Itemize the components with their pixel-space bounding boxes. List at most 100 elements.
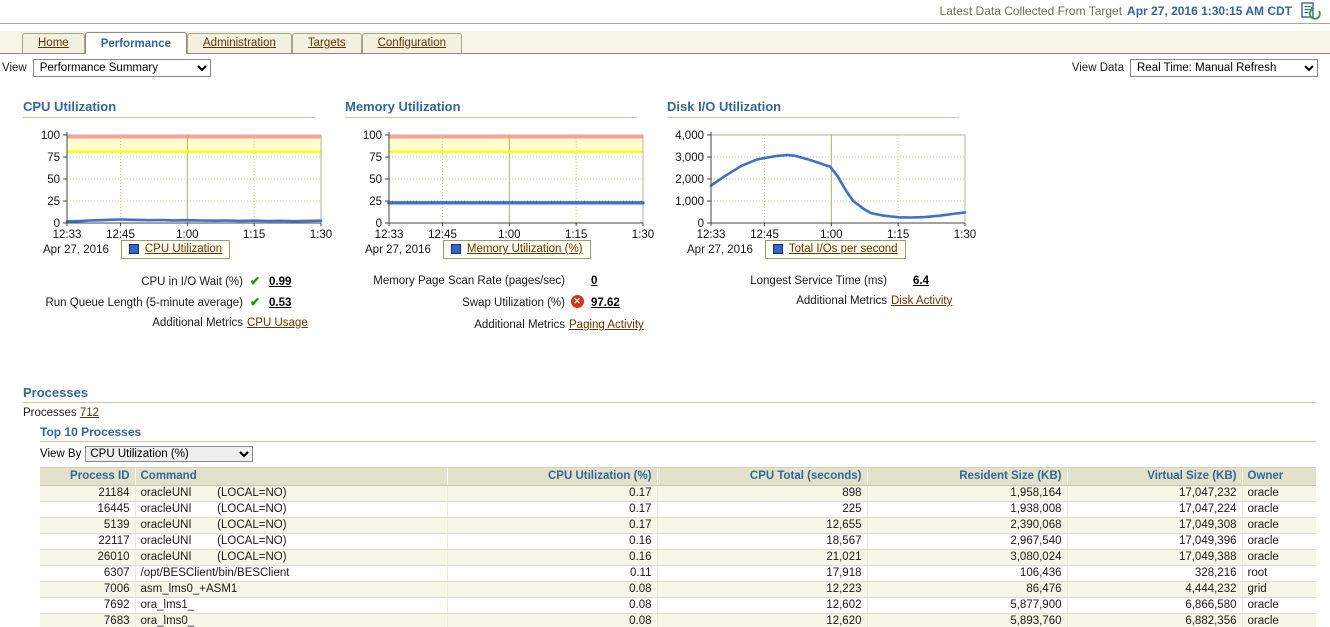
view-bar: View Performance Summary View Data Real … — [0, 54, 1330, 81]
table-row: 7683 ora_lms0_ 0.08 12,620 5,893,760 6,882,35… — [40, 613, 1316, 627]
table-cell: 5,893,760 — [867, 613, 1068, 627]
metric-row: CPU in I/O Wait (%) ✔ 0.99 — [23, 275, 331, 288]
metric-value-link[interactable]: 6.4 — [913, 275, 929, 287]
metric-value-link[interactable]: 0.99 — [269, 275, 292, 288]
svg-text:2,000: 2,000 — [675, 174, 704, 186]
column-header[interactable]: CPU Total (seconds) — [656, 467, 867, 486]
metric-row: Memory Page Scan Rate (pages/sec) 0 — [345, 275, 653, 287]
disk-legend: Total I/Os per second — [764, 240, 906, 259]
legend-swatch-icon — [772, 244, 783, 254]
disk-activity-link[interactable]: Disk Activity — [891, 295, 953, 307]
table-cell: oracle — [1242, 613, 1316, 627]
table-cell: 7692 — [40, 597, 136, 614]
processes-count-link[interactable]: 712 — [79, 407, 100, 419]
chart-date-label: Apr 27, 2016 — [687, 243, 753, 256]
table-cell: root — [1242, 565, 1316, 582]
table-cell: 0.17 — [447, 485, 658, 502]
status-ok-icon: ✔ — [249, 274, 261, 288]
tab-bar: Home Performance Administration Targets Conf… — [0, 31, 1330, 54]
additional-metrics-label: Additional Metrics — [796, 295, 887, 307]
cpu-utilization-chart: 0 25 50 75 100 12:33 12:45 1:00 1:15 1:30 — [41, 130, 332, 241]
svg-text:1:30: 1:30 — [310, 229, 332, 241]
cpu-usage-link[interactable]: CPU Usage — [247, 317, 308, 329]
table-cell: 21,021 — [657, 549, 868, 566]
table-cell: 17,918 — [657, 565, 868, 582]
cpu-metrics: CPU in I/O Wait (%) ✔ 0.99 Run Queue Len… — [23, 275, 331, 330]
paging-activity-link[interactable]: Paging Activity — [569, 319, 644, 331]
column-header[interactable]: Process ID — [40, 467, 135, 486]
view-select[interactable]: Performance Summary — [32, 59, 211, 77]
svg-text:0: 0 — [698, 218, 704, 230]
processes-section: Processes Processes 712 Top 10 Processes… — [0, 385, 1330, 627]
svg-text:1:15: 1:15 — [887, 229, 909, 241]
tab-configuration[interactable]: Configuration — [361, 33, 462, 53]
table-cell: 16445 — [40, 501, 136, 518]
column-header[interactable]: Resident Size (KB) — [866, 467, 1067, 486]
svg-text:1,000: 1,000 — [675, 196, 704, 208]
tab-performance[interactable]: Performance — [84, 32, 187, 54]
tab-administration[interactable]: Administration — [187, 33, 292, 53]
table-row: 16445 oracleUNI (LOCAL=NO) 0.17 225 1,938,00… — [40, 501, 1316, 518]
cpu-utilization-legend-link[interactable]: CPU Utilization — [144, 243, 223, 255]
table-cell: 17,049,388 — [1067, 549, 1243, 566]
view-data-select[interactable]: Real Time: Manual Refresh — [1130, 59, 1318, 77]
svg-text:12:33: 12:33 — [697, 229, 726, 241]
tab-home[interactable]: Home — [22, 33, 85, 53]
svg-text:75: 75 — [369, 152, 382, 164]
table-row: 6307/opt/BESClient/bin/BESClient 0.11 17,9… — [40, 565, 1316, 582]
table-cell: oracleUNI (LOCAL=NO) — [135, 501, 448, 518]
metric-value-link[interactable]: 0.53 — [269, 296, 292, 309]
svg-text:25: 25 — [369, 196, 382, 208]
table-cell: oracleUNI (LOCAL=NO) — [135, 549, 448, 566]
table-cell: 7683 — [40, 613, 136, 627]
memory-utilization-legend-link[interactable]: Memory Utilization (%) — [466, 243, 583, 255]
table-cell: 12,602 — [657, 597, 868, 614]
table-cell: 0.11 — [447, 565, 658, 582]
svg-text:3,000: 3,000 — [675, 152, 704, 164]
memory-utilization-chart: 0 25 50 75 100 12:33 12:45 1:00 1:15 1:30 — [363, 130, 654, 241]
view-by-select[interactable]: CPU Utilization (%) — [85, 446, 254, 462]
column-header[interactable]: Virtual Size (KB) — [1066, 467, 1242, 486]
table-cell: 106,436 — [867, 565, 1068, 582]
column-header[interactable]: CPU Utilization (%) — [446, 467, 657, 486]
processes-count-row: Processes 712 — [23, 407, 1330, 419]
disk-io-utilization-chart: 0 1,000 2,000 3,000 4,000 12:33 12:45 1:00 1:15 1… — [675, 130, 976, 241]
table-cell: ora_lms0_ — [135, 613, 448, 627]
charts-section: CPU Utilization 0 25 50 75 100 12:33 12:45 1:00… — [23, 99, 1330, 339]
table-cell: 225 — [657, 501, 868, 518]
table-cell: 0.08 — [447, 581, 658, 598]
svg-text:1:00: 1:00 — [820, 229, 842, 241]
table-cell: 18,567 — [657, 533, 868, 550]
table-cell: 0.16 — [447, 533, 658, 550]
metric-value-link[interactable]: 0 — [591, 275, 598, 287]
column-header[interactable]: Command — [134, 467, 447, 486]
svg-text:100: 100 — [41, 130, 60, 142]
refresh-data-icon[interactable] — [1300, 2, 1322, 20]
additional-metrics-label: Additional Metrics — [474, 319, 565, 331]
table-cell: oracleUNI (LOCAL=NO) — [135, 533, 448, 550]
table-cell: oracleUNI (LOCAL=NO) — [135, 517, 448, 534]
svg-text:1:15: 1:15 — [565, 229, 587, 241]
table-cell: oracle — [1242, 517, 1316, 534]
metric-row: Run Queue Length (5-minute average) ✔ 0.… — [23, 296, 331, 309]
legend-swatch-icon — [128, 244, 139, 254]
table-cell: oracle — [1242, 597, 1316, 614]
svg-text:1:00: 1:00 — [176, 229, 198, 241]
top-10-title: Top 10 Processes — [40, 425, 142, 439]
svg-text:12:45: 12:45 — [106, 229, 135, 241]
view-data-label: View Data — [1071, 62, 1124, 74]
table-row: 21184 oracleUNI (LOCAL=NO) 0.17 898 1,958,16… — [40, 485, 1316, 502]
svg-text:100: 100 — [363, 130, 382, 142]
svg-text:1:30: 1:30 — [632, 229, 654, 241]
total-ios-legend-link[interactable]: Total I/Os per second — [788, 243, 898, 255]
column-header[interactable]: Owner — [1241, 467, 1316, 486]
view-label: View — [2, 62, 27, 74]
disk-legend-row: Apr 27, 2016 Total I/Os per second — [687, 240, 989, 259]
table-cell: 6307 — [40, 565, 136, 582]
table-cell: /opt/BESClient/bin/BESClient — [135, 565, 448, 582]
metric-value-link[interactable]: 97.62 — [591, 297, 620, 309]
tab-targets[interactable]: Targets — [291, 33, 362, 53]
processes-title: Processes — [23, 385, 89, 400]
additional-metrics-row: Additional Metrics Disk Activity — [667, 295, 975, 307]
metric-label: Swap Utilization (%) — [462, 297, 565, 309]
